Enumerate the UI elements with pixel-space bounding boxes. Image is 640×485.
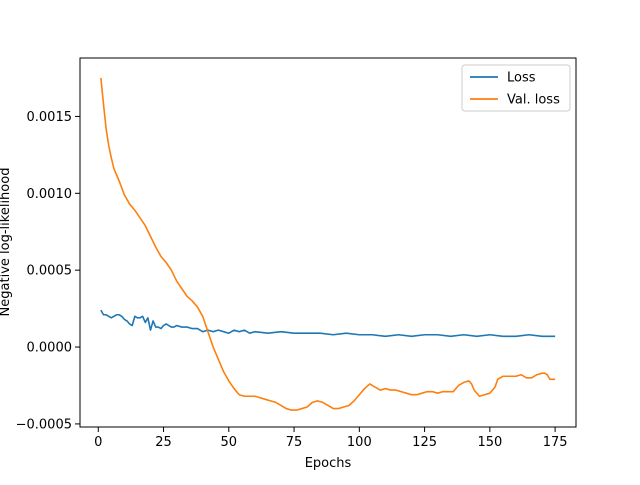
y-tick-label: 0.0010	[27, 187, 73, 202]
x-tick-label: 50	[221, 435, 238, 450]
x-tick-label: 150	[477, 435, 502, 450]
series-layer	[100, 77, 556, 411]
legend: Loss Val. loss	[461, 64, 571, 112]
x-axis-label: Epochs	[305, 456, 352, 471]
x-tick-label: 175	[543, 435, 568, 450]
ticks-layer: 0 25 50 75 100 125 150 175 −0.0005 0.0000 0.0005 0.…	[16, 110, 568, 450]
y-tick-label: 0.0000	[27, 341, 73, 356]
series-line-loss	[100, 309, 556, 338]
x-tick-label: 0	[94, 435, 102, 450]
legend-label: Val. loss	[507, 93, 560, 108]
y-tick-label: 0.0005	[27, 264, 73, 279]
x-tick-label: 125	[412, 435, 437, 450]
y-tick-label: 0.0015	[27, 110, 73, 125]
y-tick-label: −0.0005	[16, 417, 72, 432]
x-tick-label: 25	[155, 435, 172, 450]
series-line-val-loss	[100, 77, 556, 411]
plot-frame	[79, 57, 577, 428]
x-tick-label: 100	[347, 435, 372, 450]
legend-label: Loss	[507, 71, 536, 86]
x-tick-label: 75	[286, 435, 303, 450]
y-axis-label: Negative log-likelihood	[0, 168, 13, 317]
